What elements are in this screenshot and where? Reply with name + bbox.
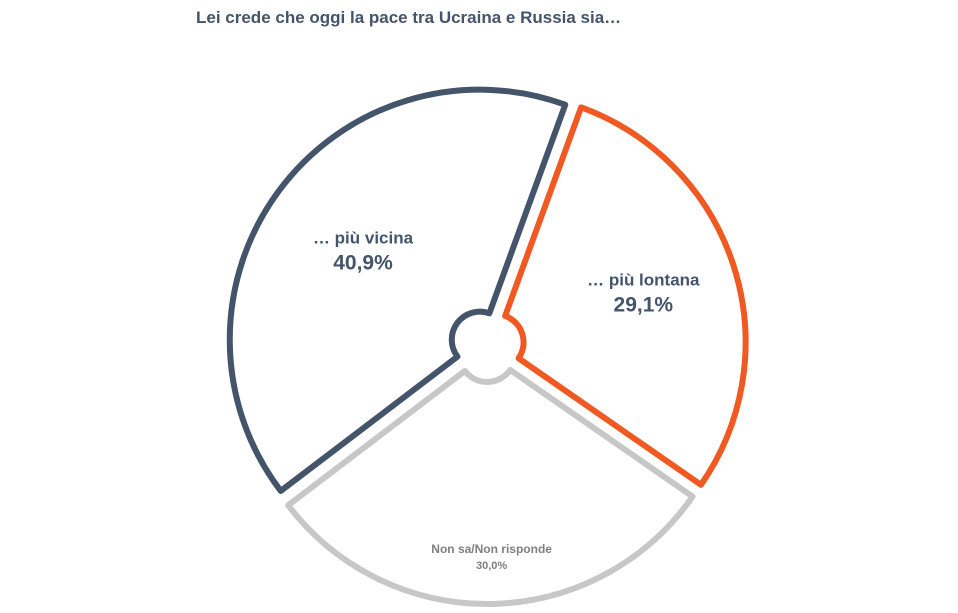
chart-title: Lei crede che oggi la pace tra Ucraina e… bbox=[196, 8, 622, 27]
pie-slice bbox=[502, 104, 749, 488]
slice-label: … più vicina bbox=[313, 229, 414, 248]
slice-value-label: 40,9% bbox=[333, 252, 393, 275]
pie-slice bbox=[285, 366, 696, 607]
pie-slice bbox=[226, 86, 569, 494]
slice-value-label: 30,0% bbox=[476, 560, 507, 572]
slice-label: … più lontana bbox=[587, 270, 700, 289]
slice-label: Non sa/Non risponde bbox=[431, 542, 552, 556]
slice-value-label: 29,1% bbox=[614, 293, 674, 316]
